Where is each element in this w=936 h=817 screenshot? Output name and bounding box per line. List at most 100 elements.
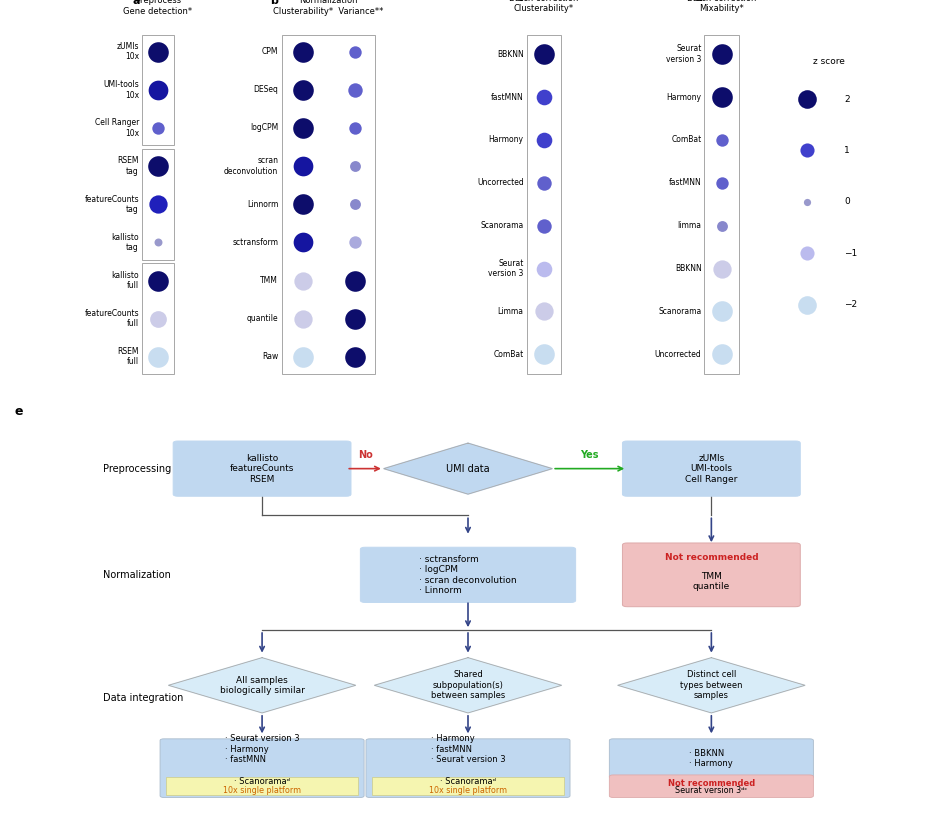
Text: Batch correction
Mixability*: Batch correction Mixability* [687, 0, 756, 13]
Text: featureCounts
tag: featureCounts tag [84, 194, 139, 214]
Point [347, 274, 362, 287]
Point [295, 83, 310, 96]
Text: No: No [358, 450, 373, 460]
Text: All samples
biologically similar: All samples biologically similar [220, 676, 304, 695]
Point [295, 236, 310, 249]
Text: Not recommended: Not recommended [665, 553, 758, 562]
Point [347, 83, 362, 96]
FancyBboxPatch shape [366, 739, 570, 797]
Point [714, 262, 729, 275]
FancyBboxPatch shape [527, 35, 562, 373]
Text: limma: limma [678, 221, 702, 230]
Text: Limma: Limma [498, 307, 524, 316]
Text: Cell Ranger
10x: Cell Ranger 10x [95, 118, 139, 138]
Point [295, 312, 310, 325]
Text: d: d [695, 0, 702, 2]
Text: DESeq: DESeq [254, 85, 278, 95]
FancyBboxPatch shape [622, 441, 800, 496]
Text: Scanorama: Scanorama [480, 221, 524, 230]
Text: −1: −1 [844, 248, 857, 257]
Text: ARTICLES: ARTICLES [843, 8, 925, 23]
Text: featureCounts
full: featureCounts full [84, 309, 139, 328]
Text: 2: 2 [844, 95, 850, 104]
Point [799, 195, 814, 208]
Text: RSEM
tag: RSEM tag [117, 156, 139, 176]
Text: kallisto
featureCounts
RSEM: kallisto featureCounts RSEM [230, 453, 294, 484]
Point [536, 47, 551, 60]
FancyBboxPatch shape [160, 739, 364, 797]
FancyBboxPatch shape [705, 35, 739, 373]
Text: · Scanoramaᵈ: · Scanoramaᵈ [440, 778, 496, 787]
Text: Scanorama: Scanorama [658, 307, 702, 316]
Point [151, 236, 166, 249]
Point [714, 176, 729, 190]
FancyBboxPatch shape [609, 739, 813, 779]
Point [151, 159, 166, 172]
Text: Normalization
Clusterability*  Variance**: Normalization Clusterability* Variance** [273, 0, 384, 16]
Point [151, 45, 166, 58]
Text: c: c [517, 0, 523, 2]
Text: Uncorrected: Uncorrected [655, 350, 702, 359]
Text: · Harmony
· fastMNN
· Seurat version 3: · Harmony · fastMNN · Seurat version 3 [431, 734, 505, 764]
Text: Preprocess
Gene detection*: Preprocess Gene detection* [124, 0, 193, 16]
Text: e: e [14, 405, 22, 418]
Text: z score: z score [813, 57, 845, 66]
Text: zUMIs
10x: zUMIs 10x [116, 42, 139, 61]
Point [295, 198, 310, 211]
Text: kallisto
full: kallisto full [111, 270, 139, 290]
Point [347, 122, 362, 135]
Text: sctransform: sctransform [232, 238, 278, 247]
Text: Seurat version 3ᵈᶜ: Seurat version 3ᵈᶜ [675, 787, 748, 796]
Text: 0: 0 [844, 197, 850, 207]
Text: a: a [132, 0, 139, 6]
FancyBboxPatch shape [282, 34, 375, 374]
Point [347, 198, 362, 211]
Text: · sctransform
· logCPM
· scran deconvolution
· Linnorm: · sctransform · logCPM · scran deconvolu… [419, 555, 517, 595]
Text: −2: −2 [844, 300, 857, 309]
Text: Distinct cell
types between
samples: Distinct cell types between samples [680, 671, 742, 700]
Point [536, 176, 551, 190]
Polygon shape [168, 658, 356, 713]
Point [295, 274, 310, 287]
Text: Uncorrected: Uncorrected [477, 178, 524, 187]
Text: Preprocessing: Preprocessing [103, 463, 171, 474]
Point [536, 348, 551, 361]
Text: Seurat
version 3: Seurat version 3 [489, 259, 524, 279]
Point [295, 159, 310, 172]
Point [347, 350, 362, 364]
Text: · BBKNN
· Harmony: · BBKNN · Harmony [690, 749, 733, 768]
Point [799, 247, 814, 260]
Text: · Seurat version 3
· Harmony
· fastMNN: · Seurat version 3 · Harmony · fastMNN [225, 734, 300, 764]
FancyBboxPatch shape [141, 263, 174, 374]
Text: 1: 1 [844, 146, 850, 155]
Text: Harmony: Harmony [489, 136, 524, 145]
Polygon shape [618, 658, 805, 713]
Point [151, 122, 166, 135]
Text: 10x single platform: 10x single platform [429, 786, 507, 795]
Point [151, 83, 166, 96]
Text: ComBat: ComBat [671, 136, 702, 145]
Point [295, 122, 310, 135]
Point [714, 91, 729, 104]
FancyBboxPatch shape [622, 543, 800, 607]
Point [151, 198, 166, 211]
Text: Shared
subpopulation(s)
between samples: Shared subpopulation(s) between samples [431, 671, 505, 700]
Point [151, 312, 166, 325]
Point [151, 274, 166, 287]
Polygon shape [384, 443, 552, 494]
Point [799, 298, 814, 311]
Point [799, 144, 814, 157]
Text: · Scanoramaᵈ: · Scanoramaᵈ [234, 778, 290, 787]
Point [536, 219, 551, 232]
Point [714, 133, 729, 146]
Text: TMM: TMM [260, 276, 278, 285]
Point [536, 133, 551, 146]
Text: Data integration: Data integration [103, 693, 183, 703]
Polygon shape [374, 658, 562, 713]
Point [347, 236, 362, 249]
Text: ComBat: ComBat [493, 350, 524, 359]
Text: UMI-tools
10x: UMI-tools 10x [103, 80, 139, 100]
Text: TMM
quantile: TMM quantile [693, 572, 730, 591]
Point [347, 159, 362, 172]
Point [295, 45, 310, 58]
